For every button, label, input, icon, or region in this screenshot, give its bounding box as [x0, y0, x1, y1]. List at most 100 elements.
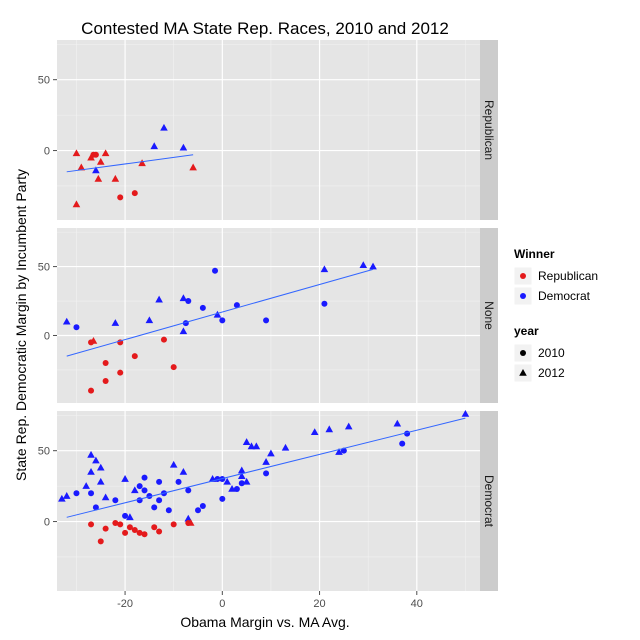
data-point-2012: [189, 163, 197, 171]
data-point-2012: [179, 143, 188, 151]
data-point-2010: [170, 364, 177, 371]
data-point-2010: [136, 483, 143, 490]
data-point-2012: [58, 494, 66, 502]
data-point-2010: [122, 512, 129, 519]
data-point-2012: [223, 477, 231, 485]
y-axis-title: State Rep. Democratic Margin by Incumben…: [13, 169, 29, 481]
legend-shape-items: 2010 2012: [513, 343, 565, 383]
data-point-2010: [102, 377, 109, 384]
x-tick-label: 20: [313, 598, 325, 610]
legend-shape-title: year: [514, 324, 539, 338]
data-point-2012: [252, 442, 261, 450]
legend-key-republican: [520, 273, 526, 279]
data-point-2012: [130, 486, 139, 494]
data-point-2012: [184, 514, 193, 522]
data-point-2010: [92, 504, 99, 511]
panel-background: [57, 40, 480, 220]
data-point-2012: [82, 482, 90, 489]
data-point-2010: [112, 519, 119, 526]
data-point-2012: [335, 448, 343, 455]
legend: Winner Republican Democrat year 2010 2012: [513, 247, 598, 383]
data-point-2010: [212, 267, 219, 274]
data-point-2010: [112, 497, 119, 504]
data-point-2012: [62, 492, 71, 499]
fit-line: [66, 417, 466, 518]
data-point-2012: [89, 336, 98, 344]
fit-line: [66, 268, 374, 357]
data-point-2010: [73, 324, 80, 331]
data-point-2010: [263, 470, 270, 477]
data-point-2010: [233, 302, 240, 309]
data-point-2010: [88, 490, 95, 497]
legend-color-title: Winner: [514, 247, 555, 261]
panel-background: [57, 228, 480, 403]
data-point-2010: [195, 507, 201, 514]
data-point-2012: [150, 142, 159, 150]
y-tick-label: 0: [44, 517, 50, 529]
data-point-2012: [92, 166, 100, 174]
data-point-2012: [87, 467, 95, 475]
data-point-2010: [399, 440, 406, 447]
data-point-2012: [237, 466, 246, 474]
data-point-2012: [126, 513, 134, 521]
data-point-2010: [151, 504, 158, 511]
y-tick-label: 0: [44, 330, 50, 342]
data-point-2010: [199, 502, 206, 509]
data-point-2012: [393, 419, 402, 427]
data-point-2012: [101, 149, 110, 157]
data-point-2010: [141, 531, 148, 538]
data-point-2012: [77, 163, 86, 171]
facet-panel-republican: 0 50 Republican: [38, 40, 498, 220]
legend-label-republican: Republican: [538, 269, 598, 283]
data-point-2012: [145, 316, 154, 324]
data-point-2012: [92, 456, 100, 464]
facet-panels: 0 50 Republican 0 50 None 0 50 Democrat: [38, 40, 498, 591]
data-point-2010: [141, 487, 148, 494]
data-point-2012: [359, 261, 368, 269]
data-point-2012: [320, 265, 329, 273]
data-point-2012: [281, 443, 290, 451]
x-tick-label: 40: [411, 598, 423, 610]
data-point-2010: [136, 529, 143, 536]
data-point-2012: [72, 149, 81, 157]
data-point-2010: [117, 194, 124, 201]
data-point-2010: [156, 478, 163, 485]
data-point-2012: [96, 463, 105, 471]
data-point-2012: [179, 467, 188, 475]
data-point-2012: [94, 174, 103, 182]
data-point-2010: [73, 490, 80, 497]
data-point-2010: [97, 538, 104, 545]
data-point-2012: [87, 450, 95, 458]
data-point-2012: [111, 174, 120, 182]
data-point-2010: [131, 190, 138, 197]
data-point-2010: [238, 480, 245, 487]
data-point-2012: [242, 477, 251, 485]
data-point-2012: [344, 422, 353, 430]
facet-strip-label: Democrat: [482, 475, 496, 528]
facet-strip-label: None: [482, 301, 496, 330]
data-point-2010: [151, 524, 158, 531]
data-point-2010: [126, 524, 133, 531]
data-point-2012: [155, 295, 163, 303]
panel-background: [57, 411, 480, 591]
x-tick-label: -20: [117, 598, 133, 610]
fit-line: [66, 154, 194, 173]
data-point-2012: [325, 425, 334, 433]
data-point-2010: [321, 300, 328, 307]
data-point-2012: [179, 294, 188, 302]
legend-label-democrat: Democrat: [538, 289, 591, 303]
data-point-2010: [263, 317, 270, 324]
data-point-2012: [160, 123, 168, 131]
data-point-2010: [160, 336, 167, 343]
data-point-2012: [169, 460, 178, 468]
data-point-2012: [237, 472, 246, 479]
data-point-2010: [117, 369, 124, 376]
facet-panel-none: 0 50 None: [38, 228, 498, 403]
facet-strip-label: Republican: [482, 100, 496, 160]
data-point-2012: [369, 262, 377, 270]
facet-strip: [480, 40, 498, 220]
data-point-2012: [186, 518, 195, 526]
legend-key-circle: [520, 350, 526, 356]
data-point-2012: [101, 493, 110, 501]
